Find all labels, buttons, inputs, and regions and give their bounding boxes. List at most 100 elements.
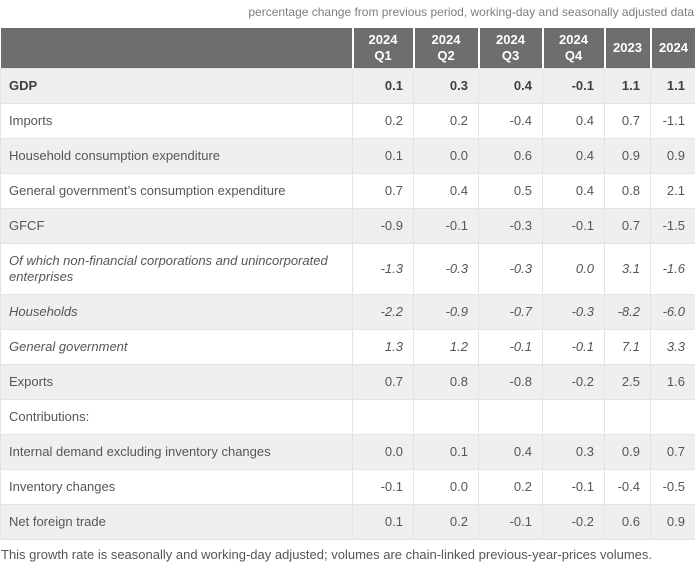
value-cell: 0.0	[414, 138, 479, 173]
value-cell: -0.1	[543, 208, 605, 243]
value-cell: -1.6	[651, 243, 695, 294]
value-cell: 0.6	[605, 504, 651, 539]
column-header-2024: 2024	[651, 28, 695, 68]
table-row-exports: Exports 0.7 0.8 -0.8 -0.2 2.5 1.6	[1, 364, 695, 399]
value-cell: 1.3	[353, 329, 414, 364]
value-cell	[353, 399, 414, 434]
value-cell: 3.1	[605, 243, 651, 294]
value-cell: 2.5	[605, 364, 651, 399]
value-cell: 0.1	[414, 434, 479, 469]
value-cell: 7.1	[605, 329, 651, 364]
value-cell: 0.7	[605, 103, 651, 138]
value-cell: 0.2	[479, 469, 543, 504]
row-label: Net foreign trade	[1, 504, 353, 539]
value-cell: 0.9	[651, 138, 695, 173]
value-cell: 0.5	[479, 173, 543, 208]
value-cell: 0.0	[414, 469, 479, 504]
value-cell: 0.2	[353, 103, 414, 138]
row-label: Exports	[1, 364, 353, 399]
value-cell: 0.7	[605, 208, 651, 243]
value-cell: -0.4	[605, 469, 651, 504]
table-caption: percentage change from previous period, …	[0, 0, 695, 28]
row-label: Household consumption expenditure	[1, 138, 353, 173]
value-cell: 3.3	[651, 329, 695, 364]
table-row-imports: Imports 0.2 0.2 -0.4 0.4 0.7 -1.1	[1, 103, 695, 138]
table-row-net-foreign-trade: Net foreign trade 0.1 0.2 -0.1 -0.2 0.6 …	[1, 504, 695, 539]
value-cell: 0.9	[605, 138, 651, 173]
row-label: Internal demand excluding inventory chan…	[1, 434, 353, 469]
row-label: Households	[1, 294, 353, 329]
value-cell: -1.3	[353, 243, 414, 294]
value-cell: -0.1	[543, 469, 605, 504]
value-cell: -0.2	[543, 364, 605, 399]
value-cell: 0.7	[353, 173, 414, 208]
value-cell: -0.7	[479, 294, 543, 329]
value-cell: -0.8	[479, 364, 543, 399]
table-row-household-consumption: Household consumption expenditure 0.1 0.…	[1, 138, 695, 173]
value-cell: 0.9	[651, 504, 695, 539]
value-cell: 0.8	[605, 173, 651, 208]
header-row: 2024 Q1 2024 Q2 2024 Q3 2024 Q4 2023 202…	[1, 28, 695, 68]
corner-cell	[1, 28, 353, 68]
value-cell: 1.6	[651, 364, 695, 399]
value-cell: 0.1	[353, 504, 414, 539]
value-cell: -0.5	[651, 469, 695, 504]
value-cell: -0.1	[543, 329, 605, 364]
column-header-2024-q1: 2024 Q1	[353, 28, 414, 68]
row-label: Imports	[1, 103, 353, 138]
value-cell: -1.5	[651, 208, 695, 243]
value-cell: -0.3	[479, 243, 543, 294]
value-cell: -0.1	[479, 504, 543, 539]
value-cell: 0.2	[414, 504, 479, 539]
value-cell	[651, 399, 695, 434]
value-cell: 0.4	[479, 434, 543, 469]
row-label: GDP	[1, 68, 353, 103]
value-cell: 0.7	[651, 434, 695, 469]
column-header-2024-q3: 2024 Q3	[479, 28, 543, 68]
value-cell: -8.2	[605, 294, 651, 329]
value-cell: -0.1	[543, 68, 605, 103]
value-cell: 1.1	[605, 68, 651, 103]
column-header-2023: 2023	[605, 28, 651, 68]
table-row-general-government: General government 1.3 1.2 -0.1 -0.1 7.1…	[1, 329, 695, 364]
table-row-nonfinancial-corporations: Of which non-financial corporations and …	[1, 243, 695, 294]
value-cell: -0.9	[414, 294, 479, 329]
value-cell: 0.4	[543, 138, 605, 173]
value-cell: 0.9	[605, 434, 651, 469]
gdp-growth-table: 2024 Q1 2024 Q2 2024 Q3 2024 Q4 2023 202…	[0, 28, 695, 540]
value-cell: 0.1	[353, 68, 414, 103]
value-cell: 0.4	[414, 173, 479, 208]
value-cell: 0.4	[543, 173, 605, 208]
table-row-inventory-changes: Inventory changes -0.1 0.0 0.2 -0.1 -0.4…	[1, 469, 695, 504]
value-cell: 0.3	[543, 434, 605, 469]
value-cell: -0.1	[353, 469, 414, 504]
value-cell	[414, 399, 479, 434]
table-header: 2024 Q1 2024 Q2 2024 Q3 2024 Q4 2023 202…	[1, 28, 695, 68]
value-cell: -0.4	[479, 103, 543, 138]
value-cell: 1.2	[414, 329, 479, 364]
value-cell: 0.0	[353, 434, 414, 469]
table-footnote: This growth rate is seasonally and worki…	[0, 540, 695, 563]
value-cell: 0.4	[543, 103, 605, 138]
table-row-households: Households -2.2 -0.9 -0.7 -0.3 -8.2 -6.0	[1, 294, 695, 329]
value-cell: 0.6	[479, 138, 543, 173]
table-row-gdp: GDP 0.1 0.3 0.4 -0.1 1.1 1.1	[1, 68, 695, 103]
value-cell: -6.0	[651, 294, 695, 329]
value-cell: 0.1	[353, 138, 414, 173]
value-cell	[543, 399, 605, 434]
column-header-2024-q2: 2024 Q2	[414, 28, 479, 68]
column-header-2024-q4: 2024 Q4	[543, 28, 605, 68]
table-row-gfcf: GFCF -0.9 -0.1 -0.3 -0.1 0.7 -1.5	[1, 208, 695, 243]
table-row-contributions-heading: Contributions:	[1, 399, 695, 434]
value-cell: 1.1	[651, 68, 695, 103]
value-cell	[479, 399, 543, 434]
row-label: General government’s consumption expendi…	[1, 173, 353, 208]
value-cell: -0.2	[543, 504, 605, 539]
value-cell: -0.1	[414, 208, 479, 243]
table-row-government-consumption: General government’s consumption expendi…	[1, 173, 695, 208]
value-cell: -0.3	[479, 208, 543, 243]
value-cell: 0.0	[543, 243, 605, 294]
value-cell: 0.7	[353, 364, 414, 399]
row-label: GFCF	[1, 208, 353, 243]
value-cell: -0.1	[479, 329, 543, 364]
